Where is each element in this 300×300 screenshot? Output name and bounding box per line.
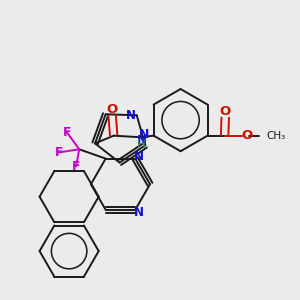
Text: F: F <box>62 126 71 139</box>
Text: N: N <box>134 150 144 163</box>
Text: O: O <box>220 105 231 118</box>
Text: N: N <box>139 128 149 141</box>
Text: F: F <box>55 146 63 159</box>
Text: CH₃: CH₃ <box>267 131 286 141</box>
Text: O: O <box>106 103 118 116</box>
Text: F: F <box>72 160 80 173</box>
Text: N: N <box>134 206 144 219</box>
Text: N: N <box>126 109 136 122</box>
Text: N: N <box>137 134 147 147</box>
Text: H: H <box>137 139 146 152</box>
Text: O: O <box>241 129 252 142</box>
